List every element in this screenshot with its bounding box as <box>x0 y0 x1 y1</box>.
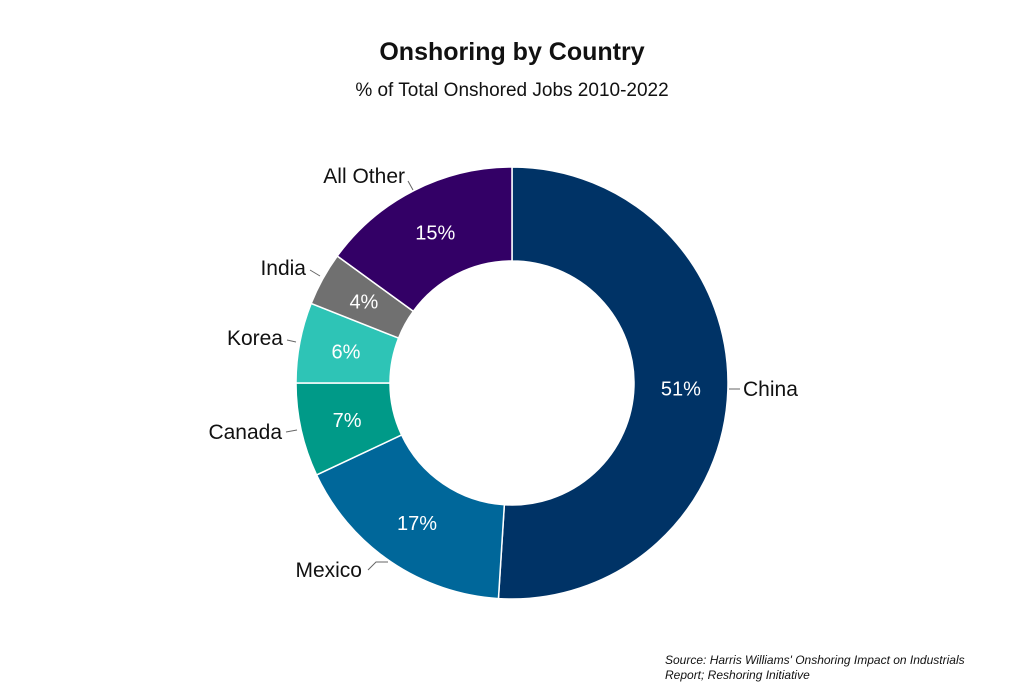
slice-label-mexico: Mexico <box>295 559 362 582</box>
slice-value-mexico: 17% <box>397 513 437 535</box>
slice-china <box>497 166 729 600</box>
leader-line-mexico <box>367 561 388 571</box>
slice-label-canada: Canada <box>208 421 282 444</box>
slice-value-korea: 6% <box>332 341 361 363</box>
source-note: Source: Harris Williams' Onshoring Impac… <box>665 653 965 682</box>
slice-label-india: India <box>260 257 306 280</box>
slice-label-all-other: All Other <box>323 165 405 188</box>
slice-value-india: 4% <box>349 292 378 314</box>
slice-label-korea: Korea <box>227 327 283 350</box>
slice-all-other <box>336 166 513 313</box>
chart-subtitle: % of Total Onshored Jobs 2010-2022 <box>355 80 669 101</box>
slice-value-canada: 7% <box>333 410 362 432</box>
leader-line-canada <box>285 429 298 433</box>
slice-label-china: China <box>743 378 798 401</box>
leader-line-all-other <box>407 180 414 191</box>
leader-line-korea <box>286 339 297 343</box>
chart-title: Onshoring by Country <box>379 38 645 66</box>
slice-value-all-other: 15% <box>415 222 455 244</box>
slice-value-china: 51% <box>661 378 701 400</box>
leader-line-india <box>309 269 321 277</box>
